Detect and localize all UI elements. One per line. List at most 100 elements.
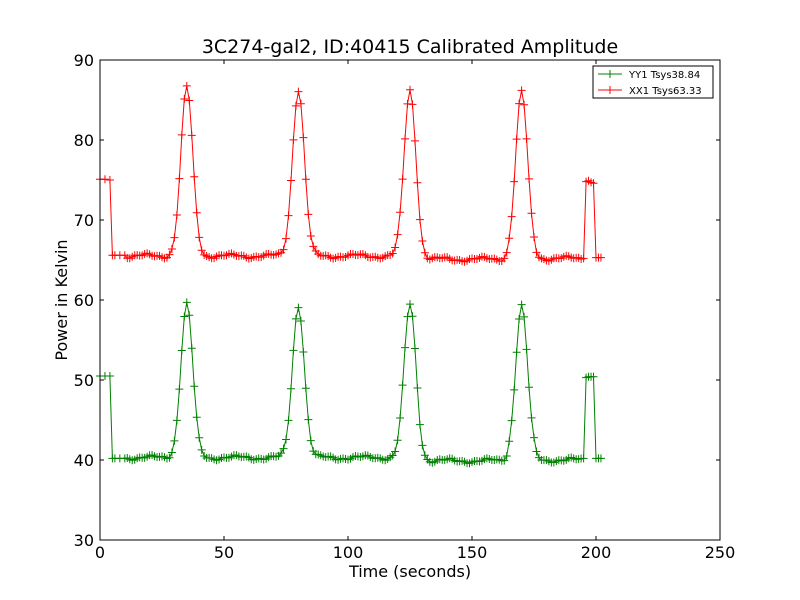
data-point-marker — [505, 234, 514, 243]
data-point-marker — [306, 436, 315, 445]
data-point-marker — [502, 248, 511, 257]
data-point-marker — [301, 175, 310, 184]
data-point-marker — [167, 448, 176, 457]
x-axis-label: Time (seconds) — [348, 562, 471, 581]
data-point-marker — [527, 209, 536, 218]
y-tick-label: 80 — [74, 131, 94, 150]
data-point-marker — [408, 100, 417, 109]
data-point-marker — [304, 415, 313, 424]
y-tick-label: 50 — [74, 371, 94, 390]
data-point-marker — [532, 248, 541, 257]
data-point-marker — [393, 436, 402, 445]
x-tick-label: 0 — [95, 543, 105, 562]
data-point-marker — [172, 416, 181, 425]
data-point-marker — [512, 348, 521, 357]
data-point-marker — [415, 420, 424, 429]
data-point-marker — [525, 383, 534, 392]
data-point-marker — [396, 208, 405, 217]
data-point-marker — [279, 245, 288, 254]
series-layer — [96, 81, 605, 468]
y-axis-label: Power in Kelvin — [52, 239, 71, 360]
data-point-marker — [413, 383, 422, 392]
data-point-marker — [180, 94, 189, 103]
data-point-marker — [180, 312, 189, 321]
data-point-marker — [187, 344, 196, 353]
data-point-marker — [105, 176, 114, 184]
data-point-marker — [195, 433, 204, 442]
data-point-marker — [507, 416, 516, 425]
data-point-marker — [197, 246, 206, 255]
data-point-marker — [192, 413, 201, 422]
data-point-marker — [410, 136, 419, 145]
series-markers-1 — [96, 298, 605, 468]
y-tick-label: 70 — [74, 211, 94, 230]
data-point-marker — [391, 447, 400, 456]
data-point-marker — [500, 254, 509, 263]
legend-marker-2 — [606, 86, 614, 94]
data-point-marker — [589, 179, 598, 188]
data-point-marker — [522, 345, 531, 354]
data-point-marker — [505, 437, 514, 446]
data-point-marker — [190, 172, 199, 181]
legend-label-1: YY1 Tsys38.84 — [628, 70, 700, 81]
y-tick-label: 40 — [74, 451, 94, 470]
data-point-marker — [418, 236, 427, 245]
x-tick-label: 250 — [705, 543, 736, 562]
data-point-marker — [286, 176, 295, 185]
legend: YY1 Tsys38.84 XX1 Tsys63.33 — [592, 65, 714, 99]
data-point-marker — [177, 346, 186, 355]
series-line-1 — [100, 302, 601, 464]
data-point-marker — [187, 131, 196, 140]
data-point-marker — [413, 178, 422, 187]
data-point-marker — [304, 210, 313, 219]
data-point-marker — [517, 86, 526, 95]
data-point-marker — [195, 233, 204, 242]
data-point-marker — [510, 385, 519, 394]
data-point-marker — [172, 211, 181, 220]
data-point-marker — [299, 133, 308, 142]
legend-label-2: XX1 Tsys63.33 — [629, 86, 702, 97]
data-point-marker — [579, 254, 588, 263]
data-point-marker — [167, 245, 176, 254]
data-point-marker — [388, 249, 397, 258]
data-point-marker — [391, 243, 400, 252]
data-point-marker — [284, 416, 293, 425]
series-markers-2 — [96, 81, 605, 266]
data-point-marker — [279, 444, 288, 453]
data-point-marker — [294, 87, 303, 96]
data-point-marker — [596, 253, 605, 262]
x-tick-label: 50 — [214, 543, 234, 562]
data-point-marker — [299, 347, 308, 356]
series-line-2 — [100, 85, 601, 263]
data-point-marker — [182, 298, 191, 307]
y-tick-label: 60 — [74, 291, 94, 310]
data-point-marker — [532, 447, 541, 456]
data-point-marker — [530, 233, 538, 242]
y-tick-label: 90 — [74, 51, 94, 70]
data-point-marker — [294, 303, 303, 312]
data-point-marker — [418, 441, 427, 450]
data-point-marker — [175, 385, 184, 394]
data-point-marker — [177, 130, 186, 139]
data-point-marker — [291, 314, 300, 323]
data-point-marker — [192, 208, 201, 217]
data-point-marker — [408, 312, 417, 321]
data-point-marker — [165, 453, 174, 462]
data-point-marker — [284, 211, 293, 220]
data-point-marker — [517, 300, 526, 309]
data-point-marker — [401, 343, 410, 352]
data-point-marker — [406, 300, 414, 309]
data-point-marker — [306, 232, 315, 241]
data-point-marker — [286, 384, 295, 393]
data-point-marker — [527, 413, 536, 422]
legend-box — [592, 65, 714, 99]
data-point-marker — [309, 242, 318, 251]
data-point-marker — [522, 134, 531, 143]
data-point-marker — [520, 100, 529, 109]
data-point-marker — [170, 436, 179, 445]
data-point-marker — [525, 174, 534, 183]
data-point-marker — [515, 314, 524, 323]
data-point-marker — [515, 99, 524, 108]
